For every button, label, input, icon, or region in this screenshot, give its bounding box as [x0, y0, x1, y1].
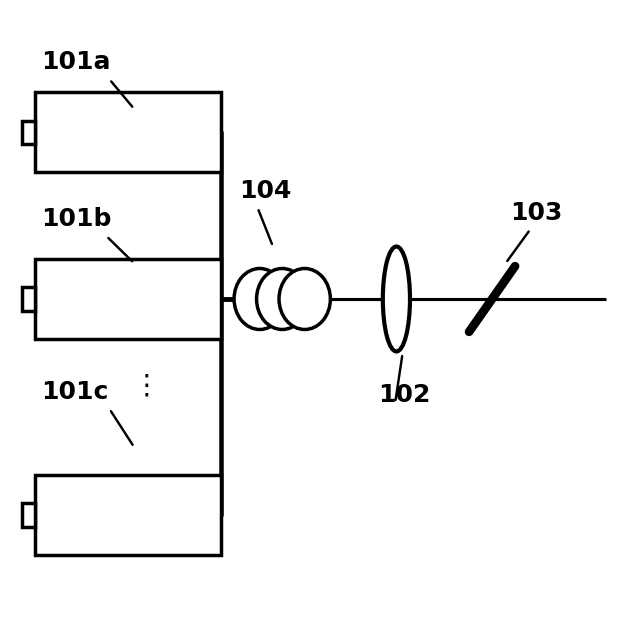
Ellipse shape	[257, 269, 308, 330]
Ellipse shape	[383, 246, 410, 351]
Text: 101a: 101a	[42, 50, 111, 74]
Ellipse shape	[234, 269, 285, 330]
Bar	[22, 287, 35, 311]
Text: 101c: 101c	[42, 380, 109, 404]
Ellipse shape	[279, 269, 330, 330]
Bar	[22, 504, 35, 527]
Text: 103: 103	[511, 201, 563, 225]
Text: ⋮: ⋮	[133, 371, 161, 399]
Text: 102: 102	[378, 383, 430, 407]
Text: 104: 104	[239, 179, 291, 203]
Bar	[35, 475, 221, 555]
Bar	[35, 259, 221, 339]
Text: 101b: 101b	[42, 207, 112, 231]
Bar	[35, 92, 221, 173]
Bar	[22, 121, 35, 144]
